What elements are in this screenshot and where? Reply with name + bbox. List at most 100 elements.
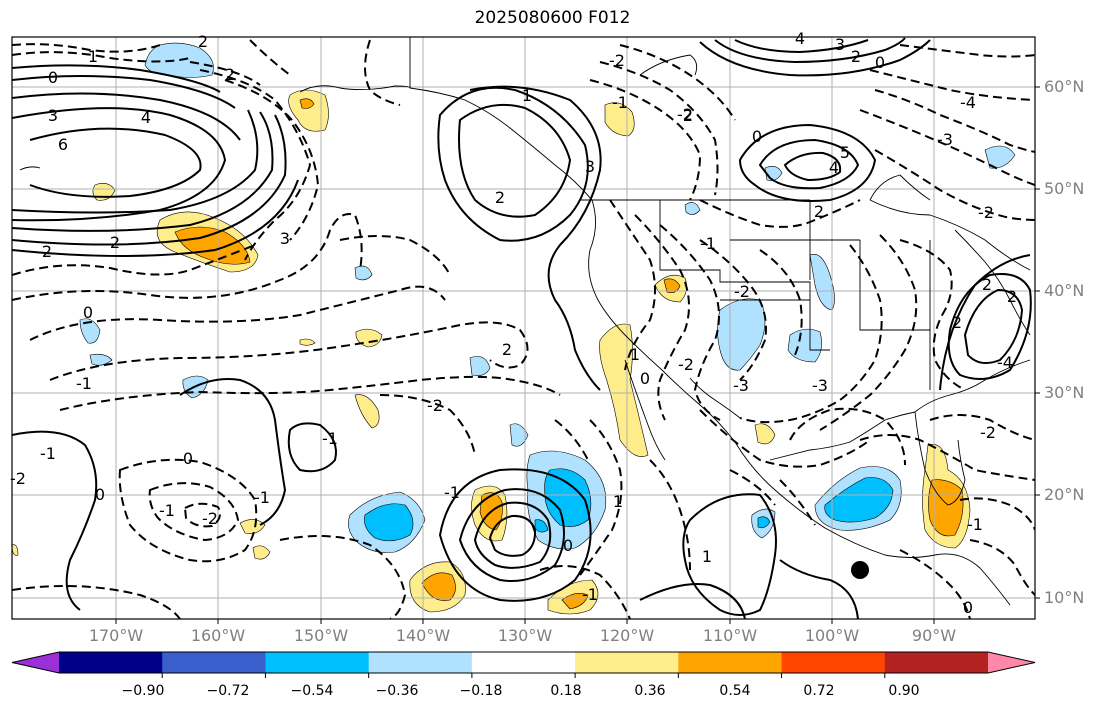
colorbar-segment <box>884 652 989 673</box>
lon-label-150w: 150°W <box>293 626 349 645</box>
colorbar-tick-label: 0.18 <box>550 683 582 699</box>
contour-label: -1 <box>967 515 983 534</box>
contour-label: -2 <box>609 51 625 70</box>
colorbar-segment <box>471 652 576 673</box>
contour-label: 1 <box>522 86 532 105</box>
contour-label: 3 <box>280 229 290 248</box>
contour-label: 2 <box>1007 287 1017 306</box>
contour-label: 1 <box>702 547 712 566</box>
contour-label: -1 <box>444 483 460 502</box>
colorbar-tick-label: −0.36 <box>375 683 419 699</box>
lon-label-100w: 100°W <box>804 626 860 645</box>
contour-label: -2 <box>978 203 994 222</box>
contour-label: 2 <box>502 340 512 359</box>
contour-label: -1 <box>612 93 628 112</box>
contour-label: 4 <box>829 158 839 177</box>
coastlines <box>19 37 1031 606</box>
colorbar-tick-label: −0.18 <box>459 683 503 699</box>
colorbar-tick-label: 0.72 <box>803 683 835 699</box>
colorbar-segment <box>265 652 370 673</box>
contour-label: 0 <box>563 536 573 555</box>
colorbar-segment <box>781 652 886 673</box>
colorbar-segment <box>59 652 163 673</box>
contour-label: -1 <box>76 374 92 393</box>
contour-label: 3 <box>835 35 845 54</box>
lat-label-40n: 40°N <box>1044 281 1085 300</box>
contour-label: 2 <box>851 47 861 66</box>
contour-label: 0 <box>48 68 58 87</box>
solid-contours <box>12 37 1032 619</box>
contour-label: 4 <box>141 108 151 127</box>
contour-label: -4 <box>997 353 1013 372</box>
lat-label-10n: 10°N <box>1044 588 1085 607</box>
contour-label: -2 <box>427 396 443 415</box>
contour-label: -3 <box>937 130 953 149</box>
contour-label: -1 <box>159 501 175 520</box>
contour-label: 2 <box>952 313 962 332</box>
colorbar-outline <box>11 651 1036 674</box>
contour-label: 0 <box>752 127 762 146</box>
lon-label-110w: 110°W <box>702 626 758 645</box>
colorbar-extend-high <box>988 652 1035 673</box>
contour-label: -2 <box>202 509 218 528</box>
contour-label: 2 <box>683 106 693 125</box>
contour-label: 3 <box>48 106 58 125</box>
colorbar-segment <box>575 652 679 673</box>
contour-label: -2 <box>980 423 996 442</box>
contour-label: 1 <box>630 345 640 364</box>
colorbar-extend-low <box>12 652 59 673</box>
lat-label-20n: 20°N <box>1044 485 1085 504</box>
shaded-field <box>12 42 1016 615</box>
colorbar-tick-label: −0.54 <box>290 683 334 699</box>
lon-label-170w: 170°W <box>88 626 144 645</box>
contour-label: -1 <box>700 234 716 253</box>
colorbar-segment <box>678 652 783 673</box>
contour-label: 5 <box>840 143 850 162</box>
lat-label-30n: 30°N <box>1044 383 1085 402</box>
colorbar-tick-label: 0.54 <box>719 683 751 699</box>
contour-label: 2 <box>982 275 992 294</box>
colorbar-tick-label: 0.36 <box>634 683 666 699</box>
dashed-contours <box>12 39 1035 619</box>
contour-label: 0 <box>963 598 973 617</box>
lon-label-130w: 130°W <box>497 626 553 645</box>
lon-label-120w: 120°W <box>599 626 655 645</box>
contour-label: 4 <box>795 29 805 48</box>
contour-label: 1 <box>88 47 98 66</box>
contour-label: 2 <box>42 242 52 261</box>
contour-label: 2 <box>814 202 824 221</box>
contour-label: 2 <box>495 188 505 207</box>
contour-label: -2 <box>10 469 26 488</box>
map-frame <box>11 36 1036 620</box>
contour-label: 0 <box>183 449 193 468</box>
contour-label: 0 <box>83 303 93 322</box>
contour-label: 6 <box>58 135 68 154</box>
lon-label-160w: 160°W <box>190 626 246 645</box>
contour-label: -1 <box>322 429 338 448</box>
contour-label: 0 <box>95 485 105 504</box>
contour-label: 1 <box>613 492 623 511</box>
contour-label: -1 <box>40 444 56 463</box>
contour-label: 0 <box>640 369 650 388</box>
lat-label-50n: 50°N <box>1044 179 1085 198</box>
contour-label: -2 <box>734 282 750 301</box>
colorbar-tick-label: −0.72 <box>206 683 250 699</box>
colorbar-tick-label: −0.90 <box>121 683 165 699</box>
contour-label: 2 <box>225 65 235 84</box>
contour-label: 0 <box>875 53 885 72</box>
contour-label: -3 <box>812 376 828 395</box>
axis-ticks <box>115 86 1040 624</box>
contour-label: 2 <box>198 32 208 51</box>
lat-lon-grid <box>12 37 1035 619</box>
colorbar-segment <box>368 652 473 673</box>
lon-label-140w: 140°W <box>395 626 451 645</box>
storm-marker <box>851 561 869 579</box>
colorbar-tick-label: 0.90 <box>888 683 920 699</box>
contour-label: -2 <box>677 105 693 124</box>
lon-label-90w: 90°W <box>911 626 957 645</box>
contour-label: -1 <box>254 488 270 507</box>
contour-label: -4 <box>960 93 976 112</box>
colorbar-segment <box>162 652 266 673</box>
